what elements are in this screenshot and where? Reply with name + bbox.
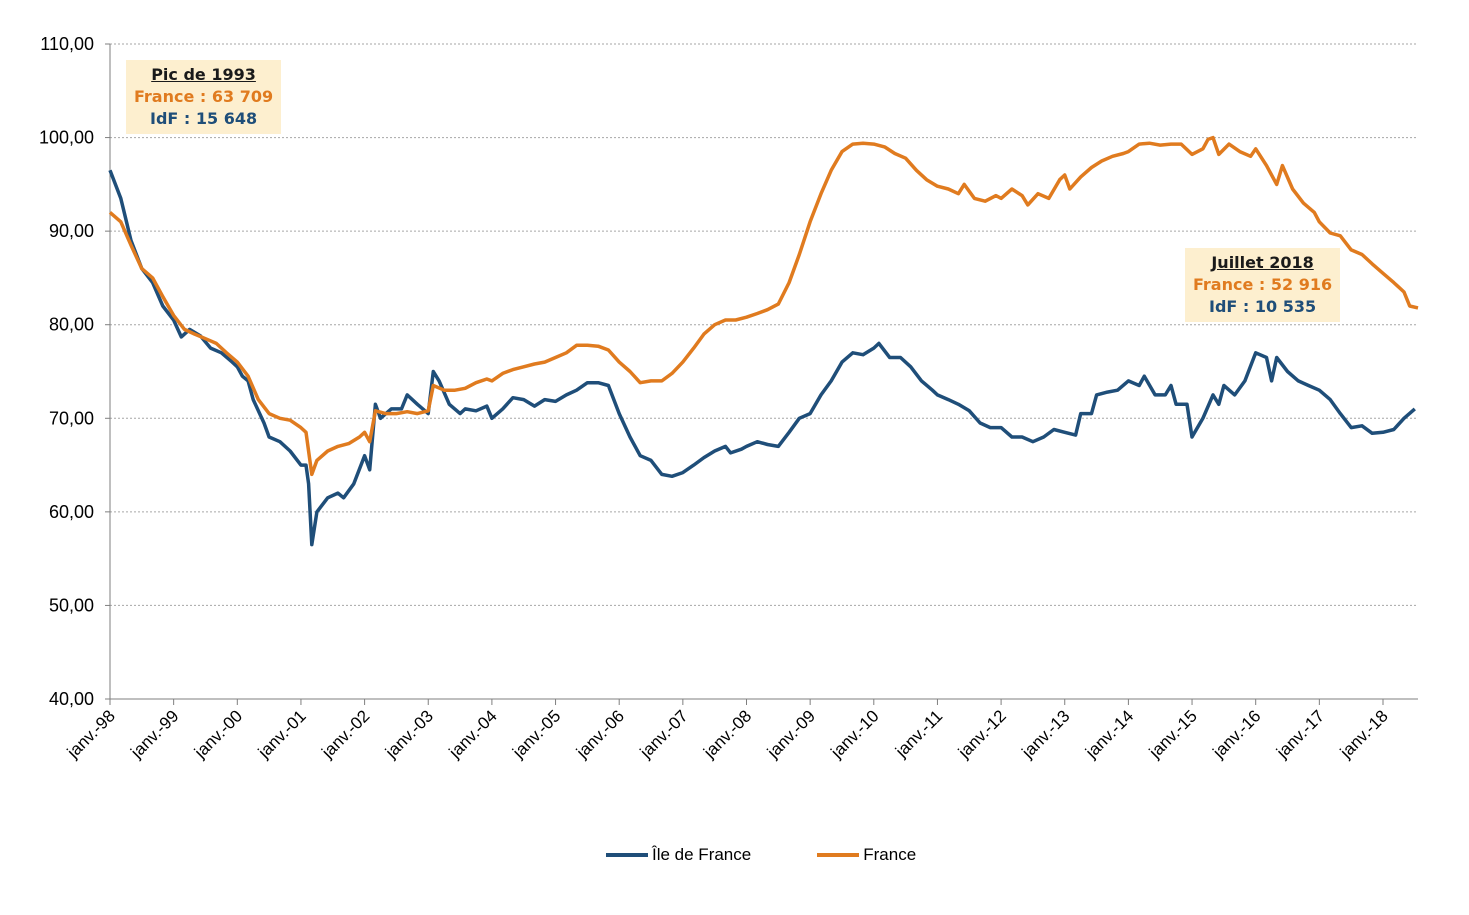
y-tick-label: 100,00 (39, 128, 94, 148)
annotation-idf-value: IdF : 15 648 (149, 109, 258, 128)
legend-label-france: France (863, 845, 917, 864)
x-tick-label: janv.-18 (1336, 706, 1392, 762)
y-tick-label: 110,00 (40, 34, 94, 54)
y-axis-ticks: 40,00 50,00 60,00 70,00 80,00 90,00 100,00 110,… (39, 34, 94, 709)
y-tick-label: 60,00 (49, 502, 94, 522)
x-tick-label: janv.-01 (254, 706, 310, 762)
annotation-peak-1993: Pic de 1993 France : 63 709 IdF : 15 648 (126, 60, 282, 134)
x-tick-label: janv.-06 (572, 706, 628, 762)
x-tick-label: janv.-17 (1272, 706, 1328, 762)
y-tick-label: 90,00 (49, 221, 94, 241)
x-tick-label: janv.-16 (1209, 706, 1265, 762)
series-line-france (108, 135, 1419, 477)
annotation-title: Pic de 1993 (151, 65, 256, 84)
x-tick-label: janv.-07 (636, 706, 692, 762)
x-tick-label: janv.-14 (1081, 706, 1137, 762)
x-tick-label: janv.-09 (763, 706, 819, 762)
annotation-title: Juillet 2018 (1211, 253, 1314, 272)
axes (105, 43, 1418, 705)
x-tick-label: janv.-04 (445, 706, 501, 762)
legend-label-idf: Île de France (652, 845, 752, 864)
x-tick-label: janv.-99 (126, 706, 182, 762)
x-tick-label: janv.-02 (317, 706, 373, 762)
legend-item-idf: Île de France (606, 845, 751, 865)
x-tick-label: janv.-13 (1018, 706, 1074, 762)
annotation-july-2018: Juillet 2018 France : 52 916 IdF : 10 53… (1185, 248, 1341, 322)
x-tick-label: janv.-98 (63, 706, 119, 762)
y-tick-label: 80,00 (49, 315, 94, 335)
x-tick-label: janv.-12 (954, 706, 1010, 762)
series-lines (108, 135, 1419, 547)
x-tick-label: janv.-03 (381, 706, 437, 762)
legend-swatch-idf (606, 853, 648, 857)
y-gridlines (110, 43, 1418, 606)
x-tick-label: janv.-08 (699, 706, 755, 762)
legend-swatch-france (817, 853, 860, 857)
legend: Île de France France (606, 845, 916, 865)
x-tick-label: janv.-10 (827, 706, 883, 762)
x-tick-label: janv.-15 (1145, 706, 1201, 762)
x-tick-label: janv.-00 (190, 706, 246, 762)
annotation-france-value: France : 52 916 (1193, 275, 1333, 294)
y-tick-label: 40,00 (49, 689, 94, 709)
legend-item-france: France (817, 845, 916, 865)
series-line-idf (108, 169, 1416, 547)
x-axis-ticks: janv.-98 janv.-99 janv.-00 janv.-01 janv.-02… (63, 706, 1392, 762)
annotation-idf-value: IdF : 10 535 (1208, 297, 1317, 316)
y-tick-label: 70,00 (49, 408, 94, 428)
annotation-france-value: France : 63 709 (134, 87, 274, 106)
x-tick-label: janv.-11 (891, 706, 946, 761)
y-tick-label: 50,00 (49, 595, 94, 615)
x-tick-label: janv.-05 (508, 706, 564, 762)
